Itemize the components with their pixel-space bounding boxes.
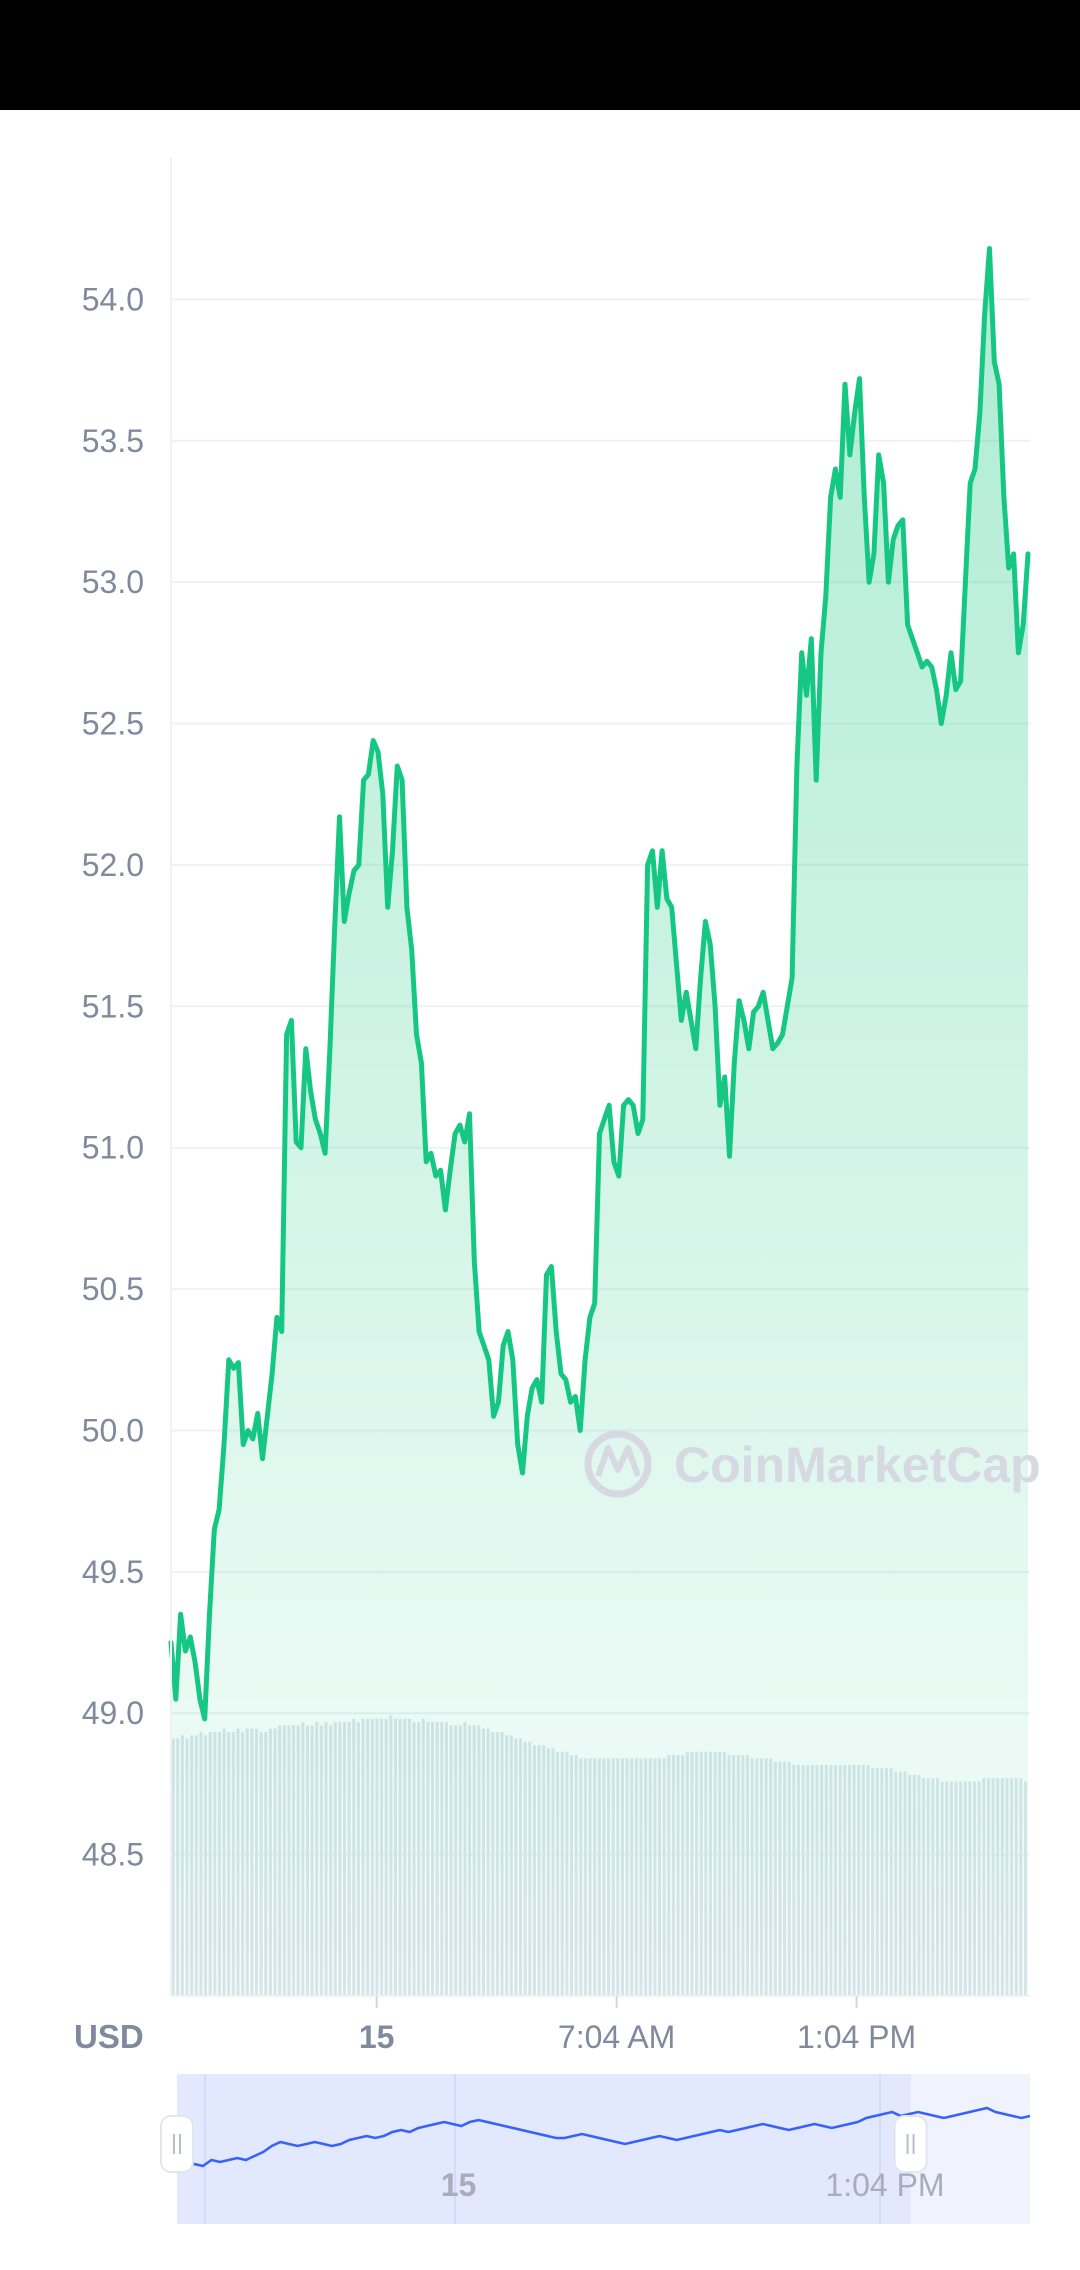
navigator-label: 1:04 PM [825,2167,944,2203]
y-tick-label: 53.5 [82,423,144,459]
navigator-label: 15 [441,2167,477,2203]
price-area [168,246,1031,1996]
currency-label: USD [74,2018,144,2055]
time-range-navigator[interactable]: 15 1:04 PM [160,2074,1031,2224]
y-tick-label: 51.0 [82,1130,144,1166]
y-tick-label: 48.5 [82,1837,144,1873]
y-tick-label: 54.0 [82,281,144,317]
y-tick-label: 50.5 [82,1271,144,1307]
y-tick-label: 50.0 [82,1412,144,1448]
x-tick-label: 7:04 AM [558,2019,675,2055]
watermark-text: CoinMarketCap [674,1437,1041,1493]
navigator-left-handle[interactable] [160,2115,194,2173]
y-tick-label: 49.5 [82,1554,144,1590]
x-tick-label: 1:04 PM [797,2019,916,2055]
navigator-selection[interactable] [177,2074,911,2224]
x-axis-ticks: 15 7:04 AM 1:04 PM [359,1996,916,2055]
y-tick-label: 51.5 [82,988,144,1024]
navigator-labels: 15 1:04 PM [441,2167,945,2203]
status-bar [0,0,1080,110]
price-line [168,246,1031,1722]
y-tick-label: 53.0 [82,564,144,600]
navigator-right-handle[interactable] [893,2115,928,2173]
navigator-series [176,2106,1031,2174]
price-area-fill [171,248,1028,1996]
y-axis-ticks: 48.5 49.0 49.5 50.0 50.5 51.0 51.5 52.0 52.5 53.0… [82,281,144,1872]
y-tick-label: 52.5 [82,706,144,742]
y-tick-label: 49.0 [82,1695,144,1731]
x-tick-label: 15 [359,2019,395,2055]
navigator-line [176,2106,1031,2174]
coinmarketcap-logo-icon [584,1430,652,1498]
watermark: CoinMarketCap [584,1430,1041,1498]
y-tick-label: 52.0 [82,847,144,883]
